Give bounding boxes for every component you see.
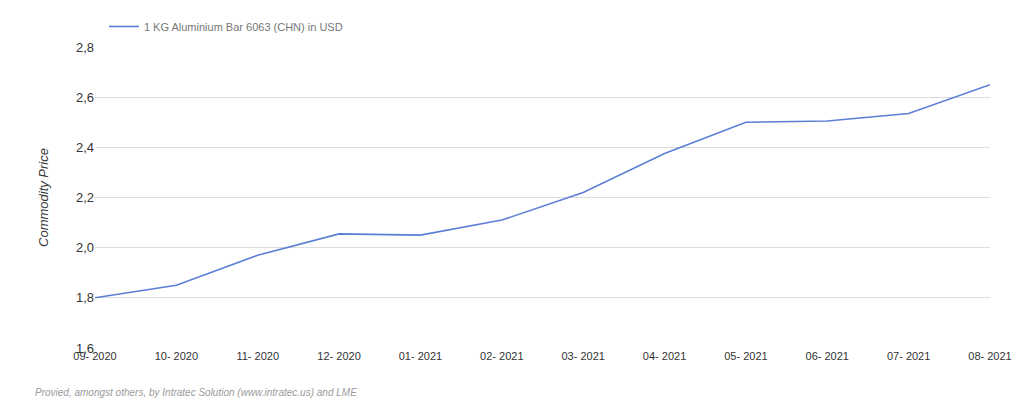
svg-text:12- 2020: 12- 2020 xyxy=(317,350,360,362)
svg-text:10- 2020: 10- 2020 xyxy=(155,350,198,362)
svg-text:06- 2021: 06- 2021 xyxy=(806,350,849,362)
svg-text:2,8: 2,8 xyxy=(76,40,94,55)
svg-text:2,0: 2,0 xyxy=(76,240,94,255)
svg-text:1 KG Aluminium Bar 6063 (CHN): 1 KG Aluminium Bar 6063 (CHN) in USD xyxy=(144,21,343,33)
svg-text:09- 2020: 09- 2020 xyxy=(73,350,116,362)
svg-text:01- 2021: 01- 2021 xyxy=(399,350,442,362)
svg-text:2,4: 2,4 xyxy=(76,140,94,155)
svg-text:03- 2021: 03- 2021 xyxy=(561,350,604,362)
svg-text:02- 2021: 02- 2021 xyxy=(480,350,523,362)
svg-text:08- 2021: 08- 2021 xyxy=(968,350,1011,362)
svg-text:1,6: 1,6 xyxy=(76,341,94,356)
svg-text:2,6: 2,6 xyxy=(76,90,94,105)
svg-text:07- 2021: 07- 2021 xyxy=(887,350,930,362)
svg-text:04- 2021: 04- 2021 xyxy=(643,350,686,362)
svg-text:11- 2020: 11- 2020 xyxy=(236,350,279,362)
svg-text:Commodity Price: Commodity Price xyxy=(36,148,51,247)
svg-text:Provied, amongst others, by In: Provied, amongst others, by Intratec Sol… xyxy=(35,387,357,398)
svg-text:05- 2021: 05- 2021 xyxy=(724,350,767,362)
svg-text:2,2: 2,2 xyxy=(76,190,94,205)
svg-text:1,8: 1,8 xyxy=(76,290,94,305)
